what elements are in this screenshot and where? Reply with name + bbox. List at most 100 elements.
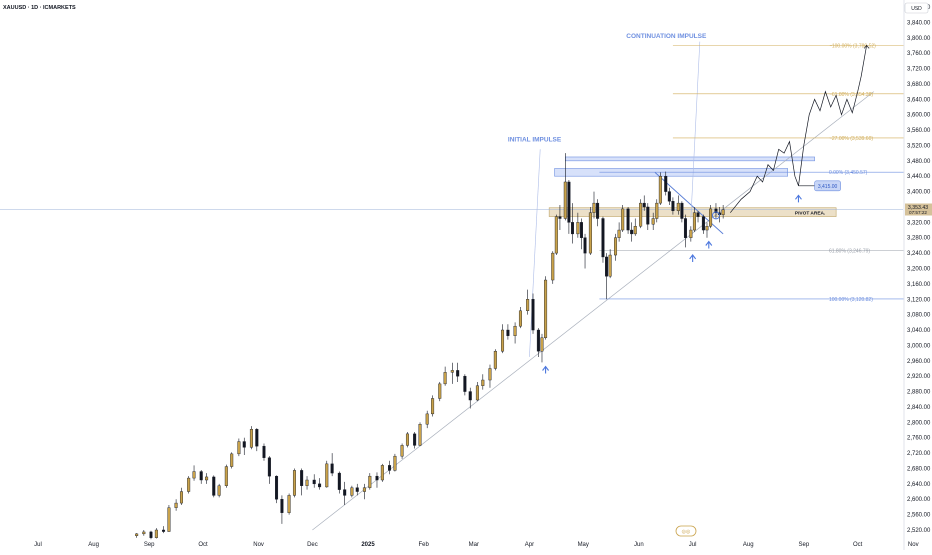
time-tick-label: 2025 [361,542,375,548]
candle-body [135,533,139,536]
price-tick-label: 2,960.00 [907,359,931,365]
price-scale-background[interactable] [904,0,932,550]
candle-body [588,212,592,254]
candle-body [393,455,397,471]
candle-body [531,299,535,331]
candle-body [721,209,725,215]
symbol-title[interactable]: XAUUSD · 1D · ICMARKETS [3,5,76,11]
candle-body [696,212,700,217]
price-tick-label: 3,080.00 [907,313,931,319]
price-tick-label: 2,560.00 [907,513,931,519]
tradingview-logo [675,525,697,537]
fib-level-label: 100.00% (3,120.82) [829,297,873,303]
candle-body [368,475,372,488]
trendlines-layer [0,41,903,531]
candle-body [325,463,329,488]
initial-impulse-label: INITIAL IMPULSE [508,137,562,144]
candle-body [149,531,153,538]
candle-body [576,222,580,235]
candle-body [287,495,291,513]
candle-body [667,191,671,202]
candle-body [343,489,347,496]
current-price-countdown: 07:57:22 [909,210,927,215]
time-tick-label: Jun [634,542,644,548]
price-tick-label: 3,640.00 [907,97,931,103]
candles-layer [135,153,725,540]
price-tick-label: 3,400.00 [907,190,931,196]
candle-body [605,256,609,277]
candle-body [450,370,454,373]
candle-body [683,218,687,238]
candle-body [388,465,392,471]
candle-body [617,229,621,238]
candle-body [671,201,675,212]
candle-body [380,465,384,481]
candle-body [280,499,284,513]
price-tick-label: 3,320.00 [907,220,931,226]
price-tick-label: 3,600.00 [907,113,931,119]
candle-body [526,299,530,312]
time-scale[interactable]: Jul Aug Sep Oct Nov Dec 2025 Feb Mar Apr May Jun Jul… [34,542,918,548]
price-tag-box[interactable] [814,180,841,192]
rising-trendline [312,91,875,531]
price-tick-label: 3,280.00 [907,236,931,242]
price-tick-label: 3,800.00 [907,36,931,42]
candle-body [456,370,460,377]
price-tick-label: 3,240.00 [907,251,931,257]
candle-body [418,424,422,446]
initial-impulse-arrow [529,149,541,357]
price-tick-label: 3,480.00 [907,159,931,165]
candle-body [551,252,555,281]
price-tick-label: 3,160.00 [907,282,931,288]
logo-glyph-icon: ◎◎ [682,529,691,535]
candle-body [337,472,341,490]
fib-level-label: 61.80% (3,246.79) [829,249,870,255]
price-tick-label: 2,840.00 [907,405,931,411]
current-price-tag [905,203,932,216]
candle-body [443,372,447,385]
price-tick-label: 2,680.00 [907,466,931,472]
price-tick-label: 3,120.00 [907,297,931,303]
candle-body [621,208,625,231]
candle-body [658,176,662,204]
time-tick-label: Mar [469,542,479,548]
time-tick-label: Oct [853,542,863,548]
price-tick-label: 2,880.00 [907,390,931,396]
price-scale[interactable]: 3,880.003,840.003,800.003,760.003,720.00… [907,5,931,534]
candle-body [680,202,684,219]
time-tick-label: Dec [307,542,318,548]
price-tick-label: 2,800.00 [907,420,931,426]
candle-body [249,429,253,448]
price-tag-label: 3,415.00 [818,184,838,190]
annotations-layer: INITIAL IMPULSE CONTINUATION IMPULSE PIVOT… [508,33,841,374]
candle-body [626,208,630,231]
candle-body [154,529,158,538]
time-tick-label: May [578,542,589,548]
price-tick-label: 3,760.00 [907,51,931,57]
candle-body [655,202,659,219]
up-arrow-icon [705,240,713,249]
currency-button[interactable] [904,2,929,14]
continuation-impulse-arrow [690,41,701,219]
price-tick-label: 2,760.00 [907,436,931,442]
candle-body [275,475,279,500]
up-arrow-icon [542,365,550,374]
candle-body [262,445,266,458]
candle-body [570,222,574,235]
price-tick-label: 3,560.00 [907,128,931,134]
upper-resistance-zone [565,156,815,162]
candle-body [425,413,429,425]
time-tick-label: Sep [799,542,810,548]
time-tick-label: Aug [743,542,754,548]
candle-body [463,375,467,392]
candle-body [267,457,271,477]
candle-body [567,181,571,223]
time-tick-label: Aug [88,542,99,548]
continuation-impulse-label: CONTINUATION IMPULSE [626,33,707,40]
candle-body [330,463,334,474]
candle-body [630,229,634,235]
candle-body [192,471,196,479]
target-circle-icon [712,211,720,220]
